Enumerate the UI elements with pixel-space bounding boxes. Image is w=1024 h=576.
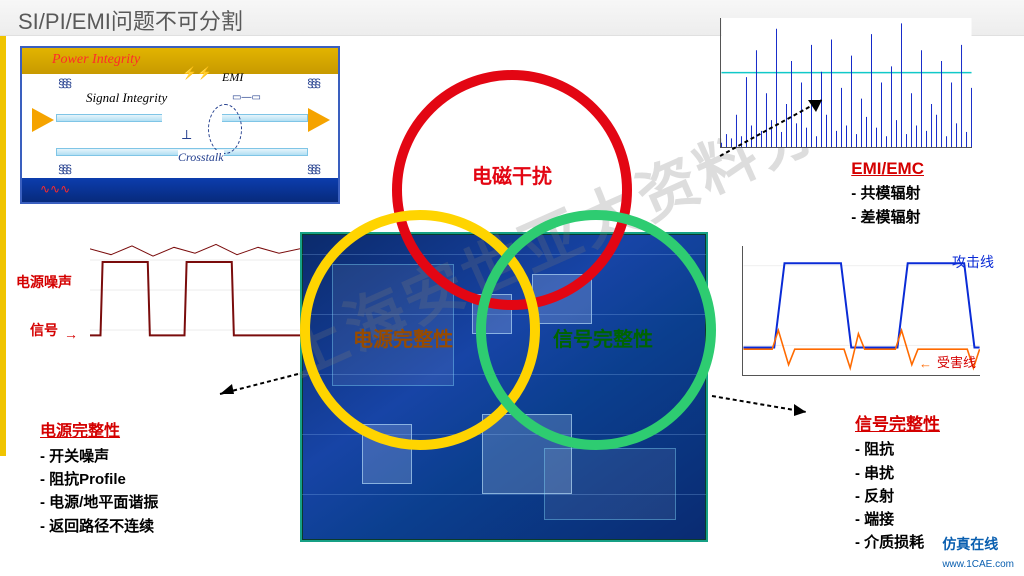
resistor-pair-icon: ▭—▭ [232,92,261,103]
emi-arrow-icon [714,92,834,162]
slide-stage: SI/PI/EMI问题不可分割 Power Integrity ⚡⚡ EMI S… [0,0,1024,576]
emi-spark-icon: ⚡⚡ [182,66,212,80]
inductor-icon: §§§ [58,162,69,176]
signal-label: 信号 [30,320,58,340]
capacitor-icon: ⟂ [182,126,191,143]
list-item: 返回路径不连续 [40,515,158,538]
emi-label: EMI [222,70,243,85]
list-item: 介质损耗 [855,531,940,554]
pi-list: 电源完整性 开关噪声 阻抗Profile 电源/地平面谐振 返回路径不连续 [40,420,158,538]
list-item: 差模辐射 [851,206,924,229]
list-item: 开关噪声 [40,445,158,468]
victim-label: 受害线 [937,352,976,371]
noise-signal-chart [90,240,300,350]
inductor-icon: §§§ [58,76,69,90]
list-item: 共模辐射 [851,182,924,205]
ground-rail: ∿∿∿ [22,178,338,202]
aggressor-label: 攻击线 [952,252,994,272]
emi-list-title: EMI/EMC [851,156,924,182]
emi-list-items: 共模辐射 差模辐射 [851,182,924,229]
pi-list-title: 电源完整性 [40,420,158,445]
victim-arrow-icon: ← [919,356,932,371]
venn-label-si: 信号完整性 [553,323,653,352]
signal-integrity-label: Signal Integrity [84,90,169,106]
pi-arrow-icon [210,370,300,398]
receiver-buffer-icon [308,108,330,132]
list-item: 阻抗Profile [40,468,158,491]
list-item: 反射 [855,485,940,508]
footer-brand-text: 仿真在线 [942,536,998,552]
slide-title: SI/PI/EMI问题不可分割 [18,4,243,36]
list-item: 端接 [855,508,940,531]
venn-label-pi: 电源完整性 [353,323,453,352]
si-arrow-icon [708,392,818,418]
crosstalk-highlight-icon [208,104,242,154]
crosstalk-label: Crosstalk [178,150,224,165]
si-pi-schematic: Power Integrity ⚡⚡ EMI Signal Integrity … [20,46,340,204]
power-rail: Power Integrity [22,48,338,74]
venn-label-emi: 电磁干扰 [472,160,552,189]
list-item: 阻抗 [855,438,940,461]
inductor-icon: §§§ [307,162,318,176]
power-noise-label: 电源噪声 [16,272,72,292]
footer-brand: 仿真在线 www.1CAE.com [942,534,1014,570]
accent-strip [0,36,6,456]
driver-buffer-icon [32,108,54,132]
si-list-items: 阻抗 串扰 反射 端接 介质损耗 [855,438,940,554]
emi-list: EMI/EMC 共模辐射 差模辐射 [851,156,924,229]
list-item: 电源/地平面谐振 [40,491,158,514]
power-integrity-label: Power Integrity [52,52,140,68]
si-list-title: 信号完整性 [855,412,940,438]
ground-wave-icon: ∿∿∿ [40,182,70,196]
list-item: 串扰 [855,462,940,485]
inductor-icon: §§§ [307,76,318,90]
signal-arrow-icon: → [64,326,78,342]
si-list: 信号完整性 阻抗 串扰 反射 端接 介质损耗 [855,412,940,555]
footer-url: www.1CAE.com [942,559,1014,570]
pi-list-items: 开关噪声 阻抗Profile 电源/地平面谐振 返回路径不连续 [40,445,158,538]
